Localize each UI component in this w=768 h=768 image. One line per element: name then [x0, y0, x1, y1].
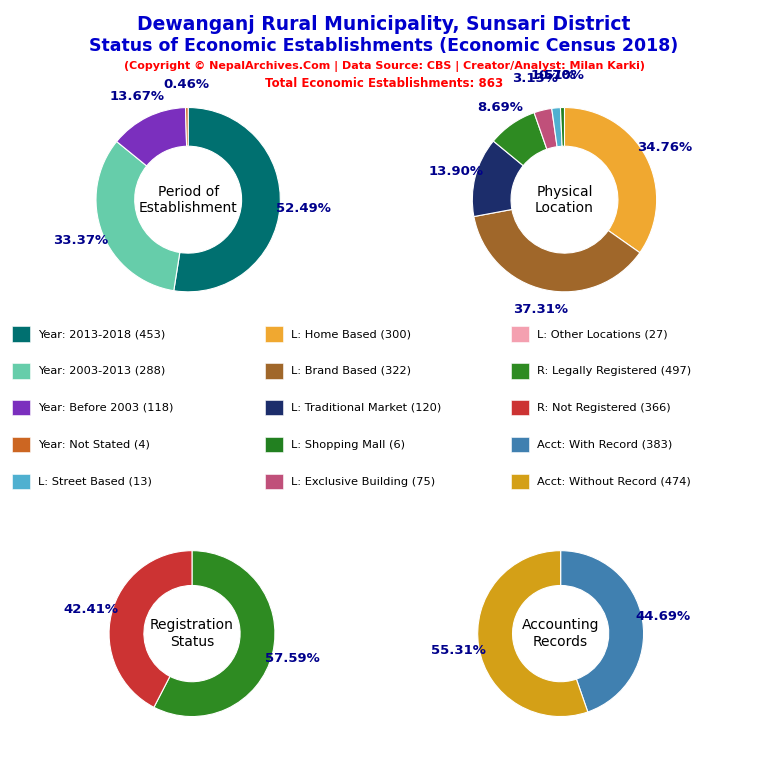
Wedge shape [474, 210, 640, 292]
Text: L: Shopping Mall (6): L: Shopping Mall (6) [291, 439, 405, 450]
Text: 57.59%: 57.59% [266, 651, 320, 664]
Text: 1.51%: 1.51% [531, 69, 576, 82]
Wedge shape [472, 141, 523, 217]
Text: Status of Economic Establishments (Economic Census 2018): Status of Economic Establishments (Econo… [89, 37, 679, 55]
Wedge shape [561, 551, 644, 712]
Text: (Copyright © NepalArchives.Com | Data Source: CBS | Creator/Analyst: Milan Karki: (Copyright © NepalArchives.Com | Data So… [124, 61, 644, 71]
Text: Acct: With Record (383): Acct: With Record (383) [537, 439, 672, 450]
Text: 55.31%: 55.31% [431, 644, 486, 657]
Text: 33.37%: 33.37% [53, 234, 108, 247]
Text: 44.69%: 44.69% [635, 610, 690, 623]
Text: 0.70%: 0.70% [539, 69, 584, 82]
Wedge shape [117, 108, 187, 166]
Text: Year: 2003-2013 (288): Year: 2003-2013 (288) [38, 366, 165, 376]
Text: Accounting
Records: Accounting Records [522, 618, 599, 649]
Text: 34.76%: 34.76% [637, 141, 692, 154]
Wedge shape [174, 108, 280, 292]
Text: Year: Not Stated (4): Year: Not Stated (4) [38, 439, 150, 450]
Text: R: Legally Registered (497): R: Legally Registered (497) [537, 366, 691, 376]
Text: Dewanganj Rural Municipality, Sunsari District: Dewanganj Rural Municipality, Sunsari Di… [137, 15, 631, 35]
Text: Physical
Location: Physical Location [535, 184, 594, 215]
Wedge shape [561, 108, 564, 146]
Wedge shape [478, 551, 588, 717]
Wedge shape [564, 108, 657, 253]
Text: 13.67%: 13.67% [110, 90, 164, 103]
Text: 13.90%: 13.90% [428, 165, 483, 178]
Text: 52.49%: 52.49% [276, 202, 330, 215]
Wedge shape [96, 141, 180, 291]
Text: Total Economic Establishments: 863: Total Economic Establishments: 863 [265, 77, 503, 90]
Text: 8.69%: 8.69% [477, 101, 523, 114]
Text: Period of
Establishment: Period of Establishment [139, 184, 237, 215]
Text: L: Traditional Market (120): L: Traditional Market (120) [291, 402, 442, 413]
Wedge shape [551, 108, 562, 147]
Text: L: Exclusive Building (75): L: Exclusive Building (75) [291, 476, 435, 487]
Text: 0.46%: 0.46% [164, 78, 210, 91]
Text: L: Home Based (300): L: Home Based (300) [291, 329, 411, 339]
Text: Acct: Without Record (474): Acct: Without Record (474) [537, 476, 690, 487]
Text: R: Not Registered (366): R: Not Registered (366) [537, 402, 670, 413]
Text: L: Street Based (13): L: Street Based (13) [38, 476, 151, 487]
Text: L: Brand Based (322): L: Brand Based (322) [291, 366, 411, 376]
Wedge shape [109, 551, 192, 707]
Wedge shape [534, 108, 557, 149]
Text: Year: Before 2003 (118): Year: Before 2003 (118) [38, 402, 173, 413]
Wedge shape [493, 113, 547, 166]
Wedge shape [186, 108, 188, 146]
Text: Registration
Status: Registration Status [150, 618, 234, 649]
Text: 3.13%: 3.13% [512, 72, 558, 85]
Text: L: Other Locations (27): L: Other Locations (27) [537, 329, 667, 339]
Wedge shape [154, 551, 275, 717]
Text: 37.31%: 37.31% [513, 303, 568, 316]
Text: 42.41%: 42.41% [64, 603, 119, 616]
Text: Year: 2013-2018 (453): Year: 2013-2018 (453) [38, 329, 165, 339]
